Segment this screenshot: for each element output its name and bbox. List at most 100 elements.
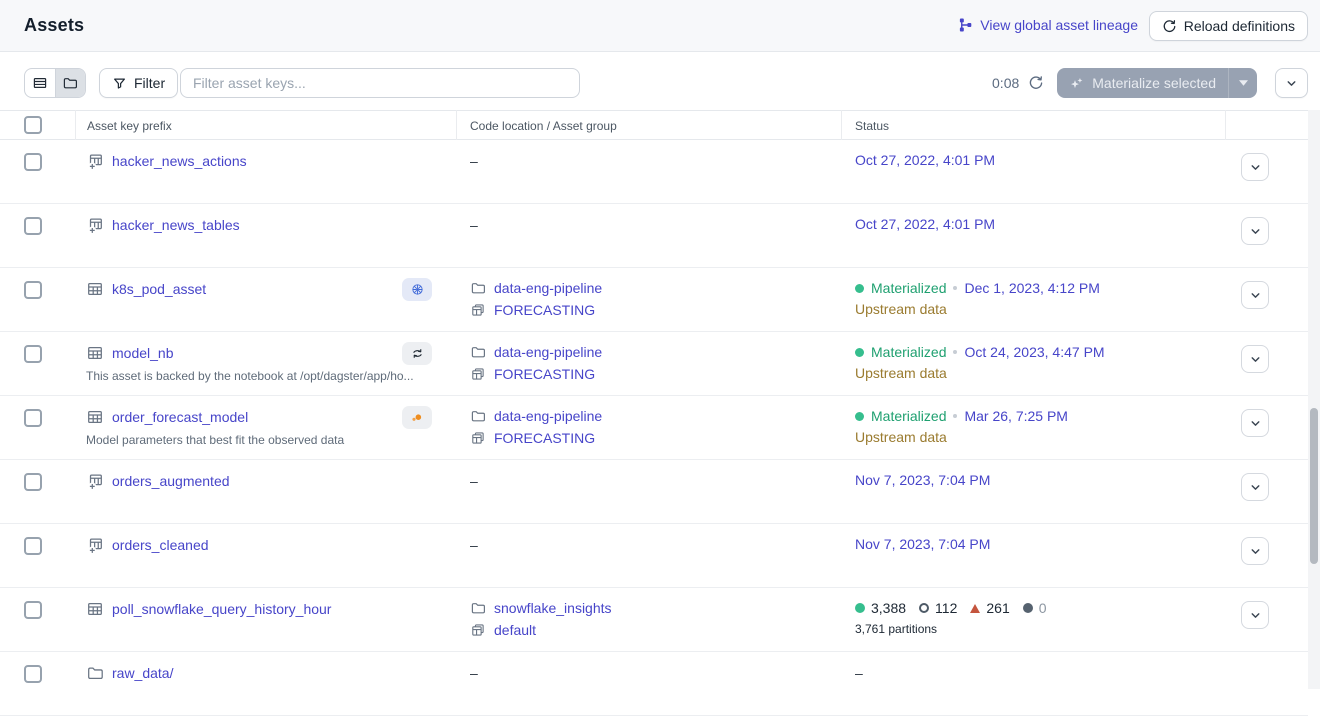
row-checkbox[interactable] [24, 281, 42, 299]
materialization-date-link[interactable]: Oct 24, 2023, 4:47 PM [964, 344, 1105, 360]
asset-name-line: model_nb [86, 343, 174, 363]
missing-count: 0 [1038, 600, 1047, 616]
scrollbar-thumb[interactable] [1310, 408, 1318, 564]
observed-count: 112 [935, 600, 958, 616]
asset-name-line: order_forecast_model [86, 407, 248, 427]
row-menu-button[interactable] [1241, 281, 1269, 309]
code-location-link[interactable]: data-eng-pipeline [494, 408, 603, 424]
asset-group-link[interactable]: FORECASTING [494, 366, 596, 382]
materialize-dropdown-button[interactable] [1229, 68, 1257, 98]
noteable-badge[interactable] [402, 342, 432, 365]
asset-link[interactable]: hacker_news_tables [112, 217, 240, 233]
asset-name-line: hacker_news_tables [86, 215, 240, 235]
asset-group-line: FORECASTING [470, 301, 595, 319]
row-menu-button[interactable] [1241, 345, 1269, 373]
partition-count-group: 112 [919, 600, 957, 616]
materialization-date-link[interactable]: Oct 27, 2022, 4:01 PM [855, 152, 996, 168]
table-row: order_forecast_model Model parameters tha… [0, 396, 1308, 460]
reload-icon [1162, 19, 1177, 34]
materialization-date-link[interactable]: Nov 7, 2023, 7:04 PM [855, 472, 991, 488]
row-menu-button[interactable] [1241, 409, 1269, 437]
row-menu-button[interactable] [1241, 153, 1269, 181]
asset-group-link[interactable]: FORECASTING [494, 302, 596, 318]
row-checkbox[interactable] [24, 537, 42, 555]
row-menu-button[interactable] [1241, 217, 1269, 245]
folder-icon [470, 408, 486, 424]
asset-name-line: poll_snowflake_query_history_hour [86, 599, 331, 619]
filter-button[interactable]: Filter [99, 68, 179, 98]
table-plus-icon [86, 536, 104, 554]
row-menu-button[interactable] [1241, 601, 1269, 629]
flat-list-view-button[interactable] [25, 69, 55, 97]
asset-link[interactable]: order_forecast_model [112, 409, 249, 425]
status-separator-dot [953, 286, 958, 290]
row-menu-button[interactable] [1241, 537, 1269, 565]
asset-link[interactable]: hacker_news_actions [112, 153, 247, 169]
chevron-down-icon [1249, 289, 1262, 302]
partition-count-group: 261 [970, 600, 1010, 616]
reload-button-label: Reload definitions [1183, 18, 1295, 34]
asset-keys-filter-input[interactable] [180, 68, 580, 98]
row-checkbox[interactable] [24, 217, 42, 235]
row-menu-button[interactable] [1241, 473, 1269, 501]
materialization-date-link[interactable]: Oct 27, 2022, 4:01 PM [855, 216, 996, 232]
chevron-down-icon [1249, 417, 1262, 430]
code-location-empty: – [470, 217, 478, 233]
row-checkbox[interactable] [24, 665, 42, 683]
asset-link[interactable]: orders_augmented [112, 473, 230, 489]
asset-link[interactable]: model_nb [112, 345, 174, 361]
asset-description: Model parameters that best fit the obser… [86, 433, 345, 447]
row-checkbox[interactable] [24, 153, 42, 171]
sparkle-icon [1069, 76, 1084, 91]
status-empty: – [855, 665, 863, 681]
refresh-button[interactable] [1028, 75, 1044, 91]
asset-link[interactable]: poll_snowflake_query_history_hour [112, 601, 332, 617]
folder-icon [470, 344, 486, 360]
row-checkbox[interactable] [24, 473, 42, 491]
status-line: Oct 27, 2022, 4:01 PM [855, 151, 995, 169]
materialize-selected-button[interactable]: Materialize selected [1057, 68, 1257, 98]
table-row: orders_cleaned – Nov 7, 2023, 7:04 PM [0, 524, 1308, 588]
table-header: Asset key prefix Code location / Asset g… [0, 110, 1308, 140]
orange-dots-badge[interactable] [402, 406, 432, 429]
code-location-link[interactable]: data-eng-pipeline [494, 280, 603, 296]
asset-group-icon [470, 622, 486, 638]
column-header-code-location: Code location / Asset group [470, 119, 617, 133]
code-location-link[interactable]: data-eng-pipeline [494, 344, 603, 360]
asset-group-link[interactable]: FORECASTING [494, 430, 596, 446]
materialize-button-label: Materialize selected [1092, 75, 1216, 91]
chevron-down-icon [1249, 545, 1262, 558]
toolbar-more-button[interactable] [1275, 68, 1308, 98]
asset-name-line: orders_augmented [86, 471, 230, 491]
partition-count-group: 0 [1022, 600, 1047, 616]
upstream-data-note: Upstream data [855, 429, 947, 445]
reload-definitions-button[interactable]: Reload definitions [1148, 11, 1308, 41]
filter-funnel-icon [112, 76, 127, 91]
refresh-countdown: 0:08 [992, 75, 1020, 91]
column-header-status: Status [855, 119, 890, 133]
asset-table-body: hacker_news_actions – Oct 27, 2022, 4:01 P… [0, 140, 1308, 716]
page-title: Assets [24, 15, 85, 35]
row-checkbox[interactable] [24, 345, 42, 363]
view-global-asset-lineage-link[interactable]: View global asset lineage [958, 17, 1138, 33]
materialization-date-link[interactable]: Nov 7, 2023, 7:04 PM [855, 536, 991, 552]
kubernetes-badge[interactable] [402, 278, 432, 301]
asset-link[interactable]: k8s_pod_asset [112, 281, 207, 297]
code-location-link[interactable]: snowflake_insights [494, 600, 612, 616]
lineage-link-label: View global asset lineage [980, 17, 1138, 33]
materialization-date-link[interactable]: Dec 1, 2023, 4:12 PM [964, 280, 1100, 296]
row-checkbox[interactable] [24, 601, 42, 619]
materialized-dot [855, 603, 865, 613]
materialization-date-link[interactable]: Mar 26, 7:25 PM [964, 408, 1068, 424]
asset-link[interactable]: raw_data/ [112, 665, 174, 681]
folder-icon [470, 280, 486, 296]
row-checkbox[interactable] [24, 409, 42, 427]
asset-link[interactable]: orders_cleaned [112, 537, 209, 553]
select-all-checkbox[interactable] [24, 116, 42, 134]
materialize-selected-main[interactable]: Materialize selected [1057, 68, 1228, 98]
status-line: Nov 7, 2023, 7:04 PM [855, 471, 990, 489]
upstream-data-note: Upstream data [855, 301, 947, 317]
folder-view-button[interactable] [54, 69, 85, 97]
asset-name-line: k8s_pod_asset [86, 279, 206, 299]
asset-group-link[interactable]: default [494, 622, 537, 638]
